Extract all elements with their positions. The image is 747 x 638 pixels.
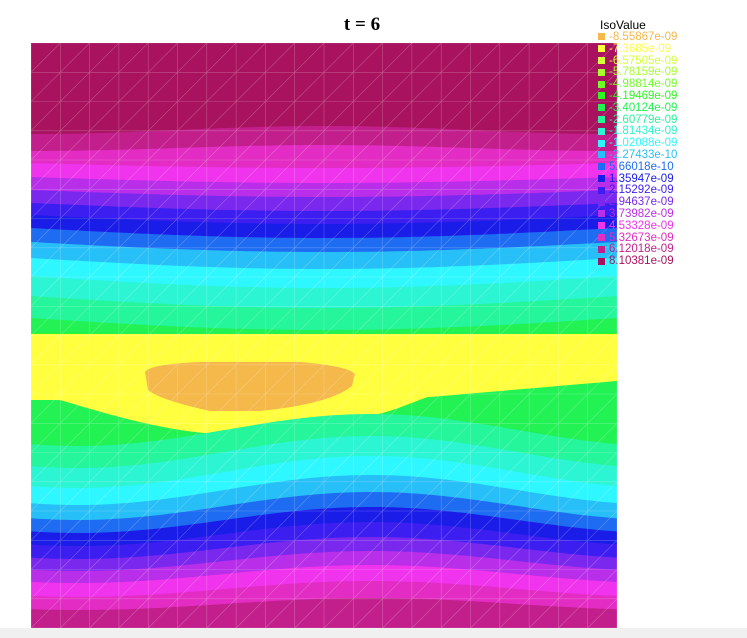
legend-item: 6.12018e-09 [593,243,743,256]
legend-items: -8.55867e-09 -7.3685e-09 -6.57505e-09 -5.78… [593,31,743,268]
legend-swatch [598,151,605,159]
legend-label: 2.15292e-09 [609,184,674,197]
legend-label: 1.35947e-09 [609,172,674,185]
legend-item: -3.40124e-09 [593,101,743,115]
legend-item: -6.57505e-09 [593,54,743,68]
legend-swatch [598,163,605,171]
legend-label: 2.94637e-09 [609,196,674,209]
legend-label: 5.66018e-10 [609,160,674,173]
legend-label: -1.81434e-09 [609,125,678,138]
legend-swatch [598,139,605,147]
legend-item: 2.94637e-09 [593,196,743,209]
legend-swatch [598,127,605,135]
legend-item: -4.19469e-09 [593,89,743,103]
legend-label: -7.3685e-09 [609,42,672,55]
legend-item: 8.10381e-09 [593,255,743,268]
mesh-grid [31,43,617,628]
legend-item: -7.3685e-09 [593,42,743,56]
legend-swatch [598,57,605,64]
legend-label: -1.02088e-09 [609,137,678,150]
legend-label: 6.12018e-09 [609,243,674,256]
legend-swatch [598,33,605,41]
legend-item: 1.35947e-09 [593,172,743,186]
legend-label: -4.19469e-09 [609,89,678,102]
bottom-strip [0,628,747,638]
legend-swatch [598,104,605,112]
legend-swatch [598,45,605,53]
legend-label: 5.32673e-09 [609,231,674,244]
legend-label: -5.78159e-09 [609,66,678,79]
legend-label: -6.57505e-09 [609,54,678,67]
legend-item: 4.53328e-09 [593,219,743,233]
legend-label: 4.53328e-09 [609,219,674,232]
legend-label: -3.40124e-09 [609,101,678,114]
legend-label: -8.55867e-09 [609,31,678,43]
legend-label: -2.60779e-09 [609,113,678,126]
legend-swatch [598,233,605,241]
legend-swatch [598,210,605,218]
legend-title: IsoValue [600,18,646,32]
legend-item: 5.32673e-09 [593,231,743,245]
legend-swatch [598,115,605,123]
legend-swatch [598,92,605,100]
legend-item: -5.78159e-09 [593,66,743,79]
legend-item: -1.02088e-09 [593,137,743,150]
legend-item: 5.66018e-10 [593,160,743,174]
chart-title: t = 6 [343,14,381,35]
legend-swatch [598,198,605,206]
legend-label: 8.10381e-09 [609,255,674,268]
legend-label: -4.98814e-09 [609,78,678,91]
legend-item: -2.60779e-09 [593,113,743,127]
legend-item: -2.27433e-10 [593,148,743,162]
legend-swatch [598,186,605,194]
legend-swatch [598,80,605,88]
legend-item: -1.81434e-09 [593,125,743,138]
legend-swatch [598,68,605,76]
legend-swatch [598,174,605,182]
legend-swatch [598,245,605,253]
contour-band-bottom [31,618,617,628]
legend-item: -4.98814e-09 [593,78,743,91]
legend-item: 3.73982e-09 [593,207,743,221]
legend-label: 3.73982e-09 [609,207,674,220]
legend-item: -8.55867e-09 [593,31,743,44]
legend-swatch [598,257,605,265]
legend: IsoValue -8.55867e-09 -7.3685e-09 -6.57505… [593,19,743,268]
legend-item: 2.15292e-09 [593,184,743,197]
legend-label: -2.27433e-10 [609,148,678,161]
legend-swatch [598,222,605,230]
contour-band-minimum [145,362,355,411]
